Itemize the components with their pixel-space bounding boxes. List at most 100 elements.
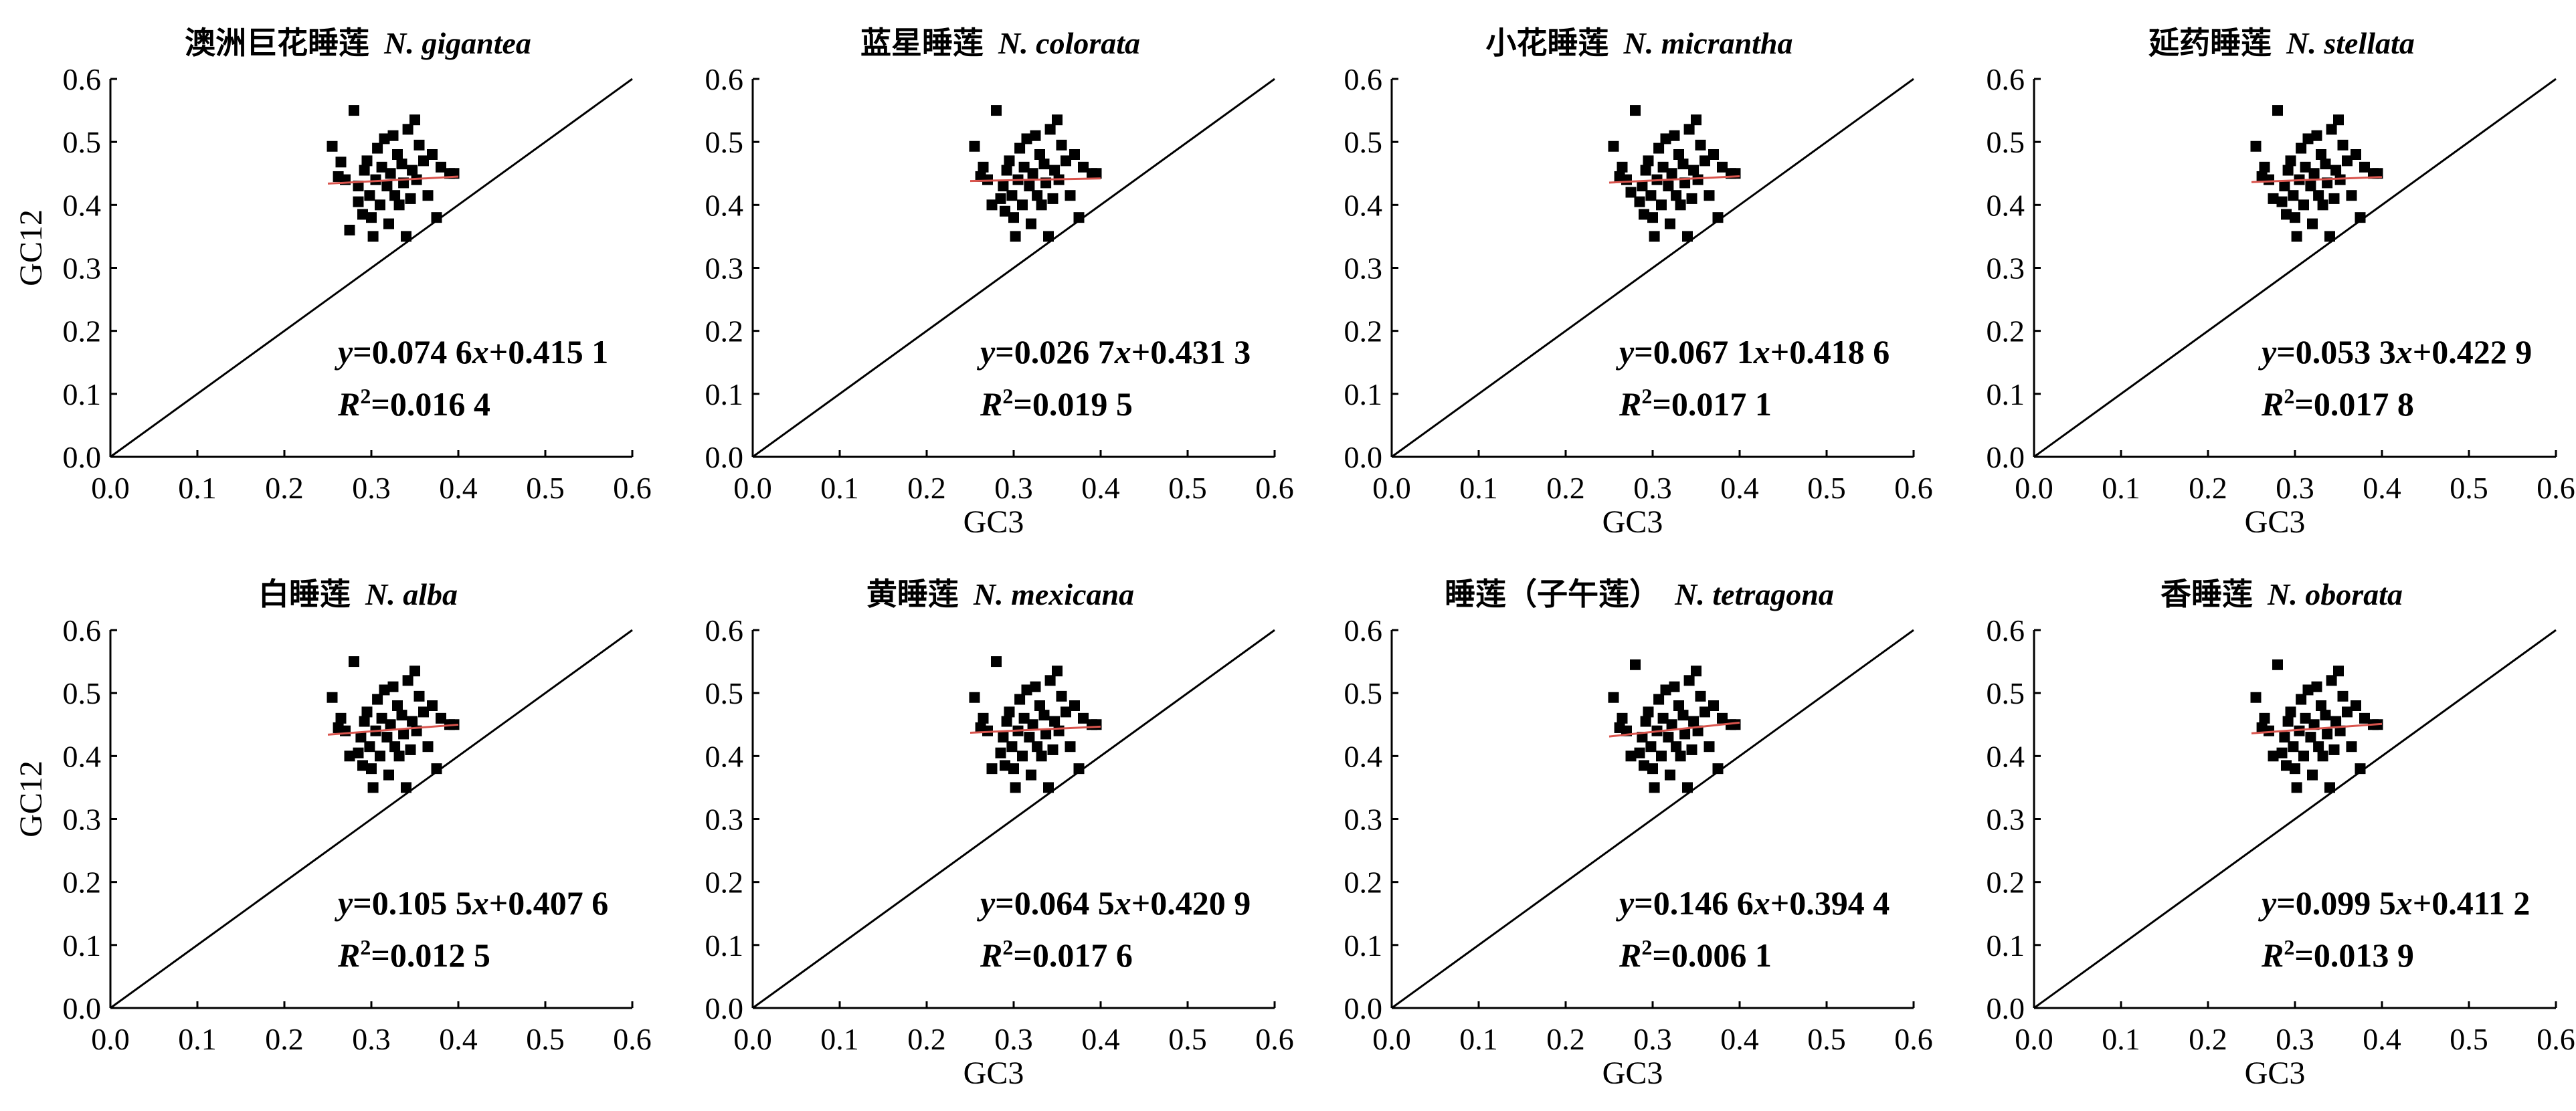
scatter-point: [1625, 187, 1637, 198]
scatter-point: [1708, 700, 1719, 711]
x-tick-label: 0.4: [1081, 1022, 1120, 1056]
y-tick-label: 0.4: [1344, 739, 1383, 773]
y-tick-label: 0.1: [1344, 928, 1383, 963]
diagonal-line: [1391, 629, 1914, 1009]
scatter-point: [1032, 741, 1043, 752]
scatter-point: [1666, 719, 1677, 730]
y-tick-label: 0.6: [1344, 613, 1383, 647]
scatter-point: [986, 763, 998, 775]
scatter-point: [1677, 159, 1689, 170]
diagonal-line: [1391, 78, 1914, 458]
scatter-point: [1010, 231, 1021, 242]
scatter-point: [1027, 168, 1038, 179]
y-tick-label: 0.1: [705, 377, 744, 411]
scatter-point: [2285, 155, 2296, 167]
scatter-point: [335, 157, 347, 168]
scatter-point: [1665, 769, 1675, 781]
equation-x-var: x: [2395, 884, 2413, 922]
scatter-point: [969, 140, 980, 152]
x-tick-label: 0.3: [352, 1022, 391, 1056]
equation-x-var: x: [1114, 884, 1131, 922]
x-tick-label: 0.2: [2189, 471, 2227, 505]
scatter-point: [2320, 159, 2331, 170]
x-tick-label: 0.4: [439, 1022, 478, 1056]
scatter-point: [2351, 700, 2361, 711]
scatter-point: [1717, 161, 1728, 173]
r2-superscript: 2: [360, 935, 371, 959]
scatter-point: [353, 747, 364, 759]
y-tick-label: 0.6: [705, 62, 744, 96]
scatter-point: [1073, 212, 1085, 223]
scatter-point: [1044, 675, 1056, 686]
equation-intercept: +0.415 1: [489, 333, 609, 371]
title-species-name: N. gigantea: [383, 26, 531, 60]
scatter-point: [396, 710, 407, 721]
scatter-points: [327, 105, 460, 242]
r2-symbol: R: [337, 385, 360, 423]
scatter-point: [364, 741, 375, 752]
scatter-point: [1643, 706, 1654, 718]
scatter-point: [1669, 681, 1680, 692]
r2-value: =0.016 4: [371, 385, 490, 423]
r2-superscript: 2: [1002, 935, 1013, 959]
scatter-point: [2330, 165, 2342, 176]
y-tick-label: 0.3: [705, 251, 744, 286]
equation-intercept: +0.411 2: [2413, 884, 2531, 922]
scatter-point: [2281, 760, 2292, 771]
scatter-point: [1036, 199, 1047, 211]
y-tick-label: 0.4: [63, 739, 102, 773]
scatter-point: [1712, 763, 1724, 775]
x-tick-label: 0.5: [526, 471, 565, 505]
scatter-point: [978, 161, 989, 173]
y-tick-label: 0.3: [63, 251, 102, 286]
equation-x-var: x: [1114, 333, 1131, 371]
regression-equation: y=0.099 5x+0.411 2: [2258, 884, 2530, 922]
scatter-point: [1692, 174, 1704, 185]
scatter-point: [2313, 741, 2324, 752]
title-chinese-name: 延药睡莲: [2148, 26, 2272, 60]
y-tick-label: 0.2: [1987, 314, 2025, 348]
equation-intercept: +0.431 3: [1131, 333, 1251, 371]
scatter-point: [1691, 114, 1701, 126]
y-tick-label: 0.2: [1344, 866, 1383, 900]
scatter-point: [2311, 681, 2322, 692]
scatter-point: [2322, 728, 2333, 740]
x-tick-label: 0.3: [994, 471, 1033, 505]
scatter-point: [370, 174, 381, 185]
r-squared: R2=0.013 9: [2261, 935, 2414, 974]
x-tick-label: 0.1: [820, 471, 859, 505]
scatter-point: [418, 155, 429, 167]
equation-intercept: +0.420 9: [1131, 884, 1251, 922]
regression-equation: y=0.026 7x+0.431 3: [977, 333, 1251, 371]
y-tick-label: 0.1: [1987, 928, 2025, 963]
scatter-point: [1621, 174, 1632, 185]
scatter-point: [2355, 212, 2366, 223]
scatter-point: [2288, 190, 2299, 201]
scatter-point: [2285, 706, 2296, 718]
scatter-point: [1675, 750, 1686, 762]
y-tick-label: 0.1: [63, 377, 102, 411]
scatter-point: [1034, 149, 1045, 160]
x-tick-label: 0.5: [1168, 471, 1207, 505]
scatter-point: [1688, 165, 1699, 176]
scatter-point: [367, 231, 379, 242]
scatter-point: [2264, 174, 2274, 185]
r2-value: =0.017 1: [1652, 385, 1772, 423]
scatter-point: [2298, 199, 2309, 211]
scatter-point: [1704, 741, 1715, 752]
r2-symbol: R: [2261, 385, 2284, 423]
scatter-point: [436, 161, 446, 173]
equation-x-var: x: [1753, 333, 1770, 371]
equation-y-var: y: [335, 333, 353, 371]
scatter-point: [376, 712, 387, 724]
y-tick-label: 0.3: [1344, 803, 1383, 837]
regression-line: [327, 175, 459, 185]
scatter-point: [1608, 692, 1619, 703]
scatter-point: [2346, 741, 2357, 752]
regression-line: [327, 723, 459, 736]
scatter-point: [1675, 199, 1686, 211]
scatter-point: [379, 133, 390, 144]
scatter-point: [361, 706, 373, 718]
scatter-point: [1056, 139, 1067, 150]
